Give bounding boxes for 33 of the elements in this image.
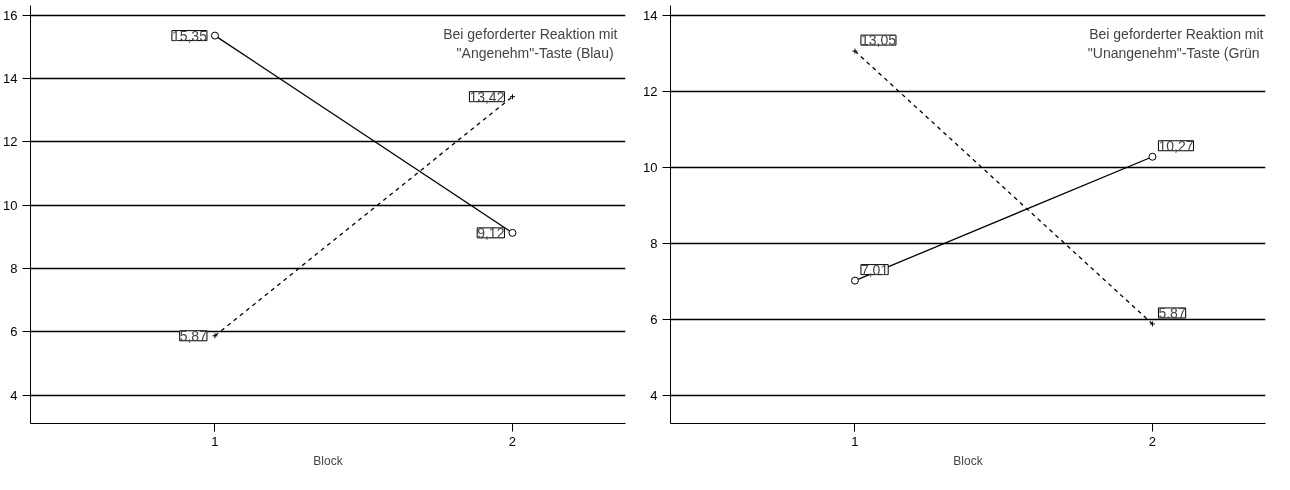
y-tick-label: 12 <box>643 83 658 99</box>
point <box>850 276 859 285</box>
point <box>1148 152 1157 161</box>
y-tick-label: 4 <box>10 387 18 403</box>
annotation: Bei geforderter Reaktion mit "Angenehm"-Taste (Blau) <box>443 25 618 61</box>
y-tick-label: 16 <box>3 7 18 23</box>
point <box>851 48 858 55</box>
y-tick-label: 10 <box>3 197 18 213</box>
y-tick-label: 14 <box>3 70 18 86</box>
x-axis-title: Block <box>313 453 344 468</box>
data-label: 9,12 <box>477 224 505 241</box>
y-tick-label: 14 <box>643 7 658 23</box>
y-tick-label: 12 <box>3 134 18 150</box>
y-tick-label: 8 <box>10 260 18 276</box>
annotation: Bei geforderter Reaktion mit "Unangenehm"-Taste (Grün <box>1087 25 1264 61</box>
point <box>509 93 516 100</box>
y-tick-label: 8 <box>650 235 658 251</box>
y-tick-label: 6 <box>10 324 18 340</box>
data-label: 10,27 <box>1158 137 1194 154</box>
point <box>1149 320 1156 327</box>
x-tick-label: 1 <box>851 433 859 449</box>
point <box>210 31 219 40</box>
x-tick-label: 2 <box>1148 433 1157 449</box>
x-tick-label: 1 <box>211 433 219 449</box>
y-tick-label: 6 <box>650 311 658 327</box>
x-tick-label: 2 <box>508 433 517 449</box>
y-tick-label: 10 <box>643 159 658 175</box>
y-tick-label: 4 <box>650 387 658 403</box>
data-label: 5,87 <box>1158 304 1186 321</box>
x-axis-title: Block <box>953 453 984 468</box>
point <box>211 332 218 339</box>
point <box>508 228 517 237</box>
data-label: 13,42 <box>469 88 505 105</box>
